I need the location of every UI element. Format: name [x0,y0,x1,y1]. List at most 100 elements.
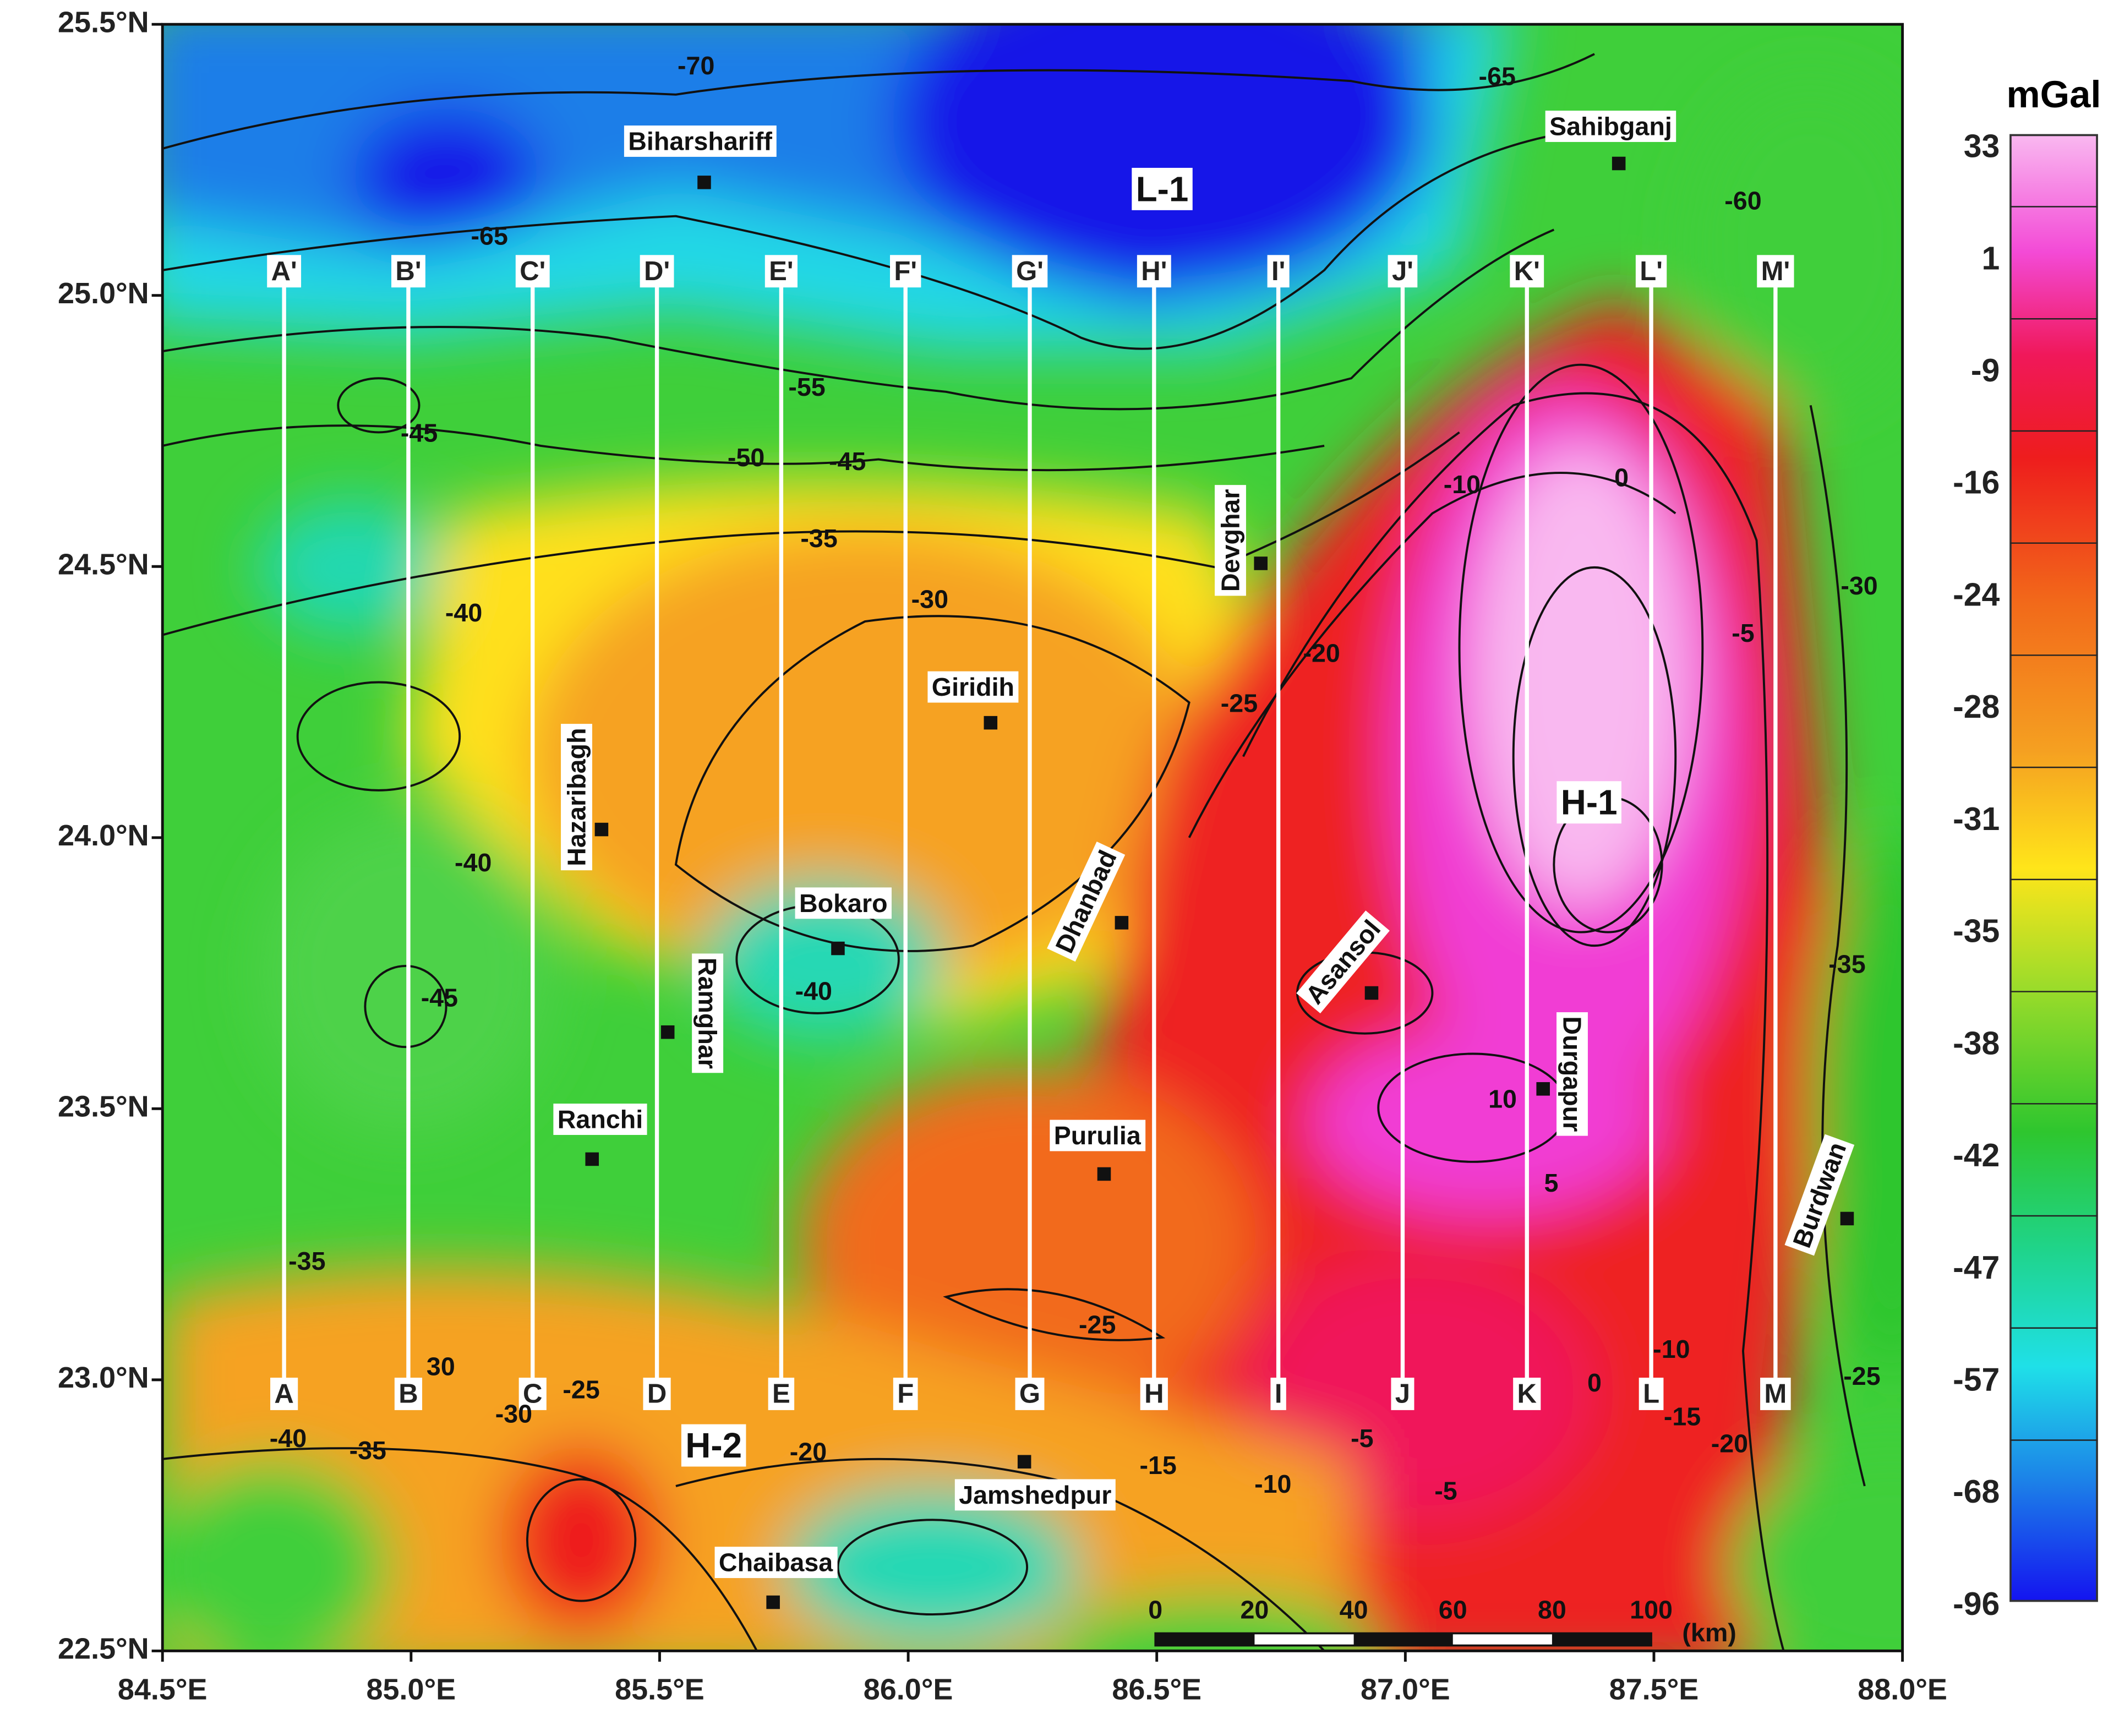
profile-end-label-group: K' [1510,255,1544,288]
profile-end-label: E' [769,256,793,286]
profile-start-label-group: C [518,1377,547,1410]
place-marker [1097,1167,1111,1181]
colorbar-label: -16 [1953,465,2000,501]
place-label: Hazaribagh [562,728,591,866]
place-marker [697,176,711,189]
profile-start-label-group: M [1760,1377,1791,1410]
anomaly-label-box [681,1424,746,1467]
place-label: Biharshariff [628,127,772,155]
profile-start-label: D [647,1379,667,1409]
profile-end-label: G' [1016,256,1044,286]
contour-label: -65 [1479,62,1516,91]
profile-end-label-box [1137,255,1171,288]
profile-start-label: I [1275,1379,1282,1409]
lat-label: 24.5°N [58,548,149,581]
place-label-group: Giridih [927,671,1019,703]
contour-label: -60 [1724,186,1761,215]
profile-end-label-group: G' [1012,255,1048,288]
scale-label: 20 [1240,1596,1269,1624]
place-label-group: Biharshariff [624,125,777,157]
scale-label: 40 [1340,1596,1368,1624]
profile-end-label-box [640,255,674,288]
contour-label: -20 [1711,1429,1748,1458]
place-label-group: Bokaro [795,887,892,919]
place-marker [984,716,998,730]
contour-label: -45 [829,447,866,476]
profile-start-label-group: E [768,1377,795,1410]
place-label: Purulia [1054,1121,1142,1150]
profile-end-label: I' [1271,256,1285,286]
place-label: Chaibasa [719,1548,833,1577]
profile-end-label-box [1510,255,1544,288]
profile-start-label: C [523,1379,542,1409]
place-label: Jamshedpur [959,1481,1111,1509]
profile-end-label-group: H' [1137,255,1171,288]
contour-label: 0 [1587,1368,1602,1397]
scale-label: 80 [1538,1596,1566,1624]
profile-end-label-group: B' [391,255,425,288]
contour-label: 0 [1614,463,1629,492]
place-label-group: Durgapur [1557,1012,1588,1136]
contour-label: -30 [1841,571,1877,600]
profile-end-label: B' [395,256,421,286]
colorbar-label: 1 [1982,241,2000,276]
profile-start-label: E [772,1379,790,1409]
profile-end-label: C' [520,256,545,286]
profile-end-label-group: L' [1635,255,1667,288]
colorbar-label: -47 [1953,1250,2000,1286]
contour-label: -45 [421,984,458,1012]
profile-end-label: J' [1392,256,1413,286]
place-marker [1364,986,1379,1000]
lat-label: 22.5°N [58,1633,149,1666]
place-marker [594,822,609,837]
profile-start-label-box [893,1377,918,1410]
profile-start-label-box [518,1377,547,1410]
place-label-box [1784,1134,1855,1256]
place-marker [1115,916,1129,930]
contour-label: -55 [788,373,825,401]
profile-end-label-box [889,255,921,288]
profile-start-label: M [1764,1379,1787,1409]
profile-end-label-box [764,255,798,288]
contour-label: -10 [1653,1335,1690,1363]
profile-start-label: L [1643,1379,1659,1409]
place-marker [585,1152,599,1166]
place-label-box [795,887,892,919]
profile-end-label-group: C' [515,255,550,288]
contour-label: -20 [790,1437,827,1466]
place-label-box [692,953,724,1073]
profile-start-label-box [394,1377,423,1410]
place-marker [1840,1211,1854,1226]
profile-end-label-group: D' [640,255,674,288]
profile-end-label-group: M' [1757,255,1794,288]
contour-label: -40 [445,598,482,627]
place-label-group: Ranchi [553,1104,647,1135]
profile-start-label-group: A [270,1377,298,1410]
profile-start-label-box [1015,1377,1045,1410]
place-label-box [561,724,592,871]
profile-start-label-box [1639,1377,1664,1410]
place-marker [766,1595,780,1609]
contour-label: -30 [495,1400,532,1428]
profile-start-label-group: H [1140,1377,1168,1410]
profile-end-label: H' [1141,256,1167,286]
profile-start-label: F [897,1379,914,1409]
contour-label: -40 [455,848,491,877]
place-label-box [1215,485,1246,596]
place-label-box [1557,1012,1588,1136]
profile-start-label-box [1513,1377,1541,1410]
anomaly-label-group: H-2 [681,1424,746,1467]
contour-label: -5 [1732,619,1754,647]
profile-end-label-box [1635,255,1667,288]
place-label-group: Sahibganj [1545,111,1676,142]
lat-label: 23.5°N [58,1090,149,1123]
anomaly-label: L-1 [1136,169,1189,209]
place-label: Bokaro [799,889,888,918]
colorbar-label: -24 [1953,577,2000,613]
place-label-box [1047,841,1126,962]
profile-end-label-box [1012,255,1048,288]
place-label-group: Jamshedpur [954,1479,1116,1511]
contour-label: -10 [1254,1470,1291,1498]
place-marker [831,941,845,956]
place-marker [1536,1082,1550,1096]
